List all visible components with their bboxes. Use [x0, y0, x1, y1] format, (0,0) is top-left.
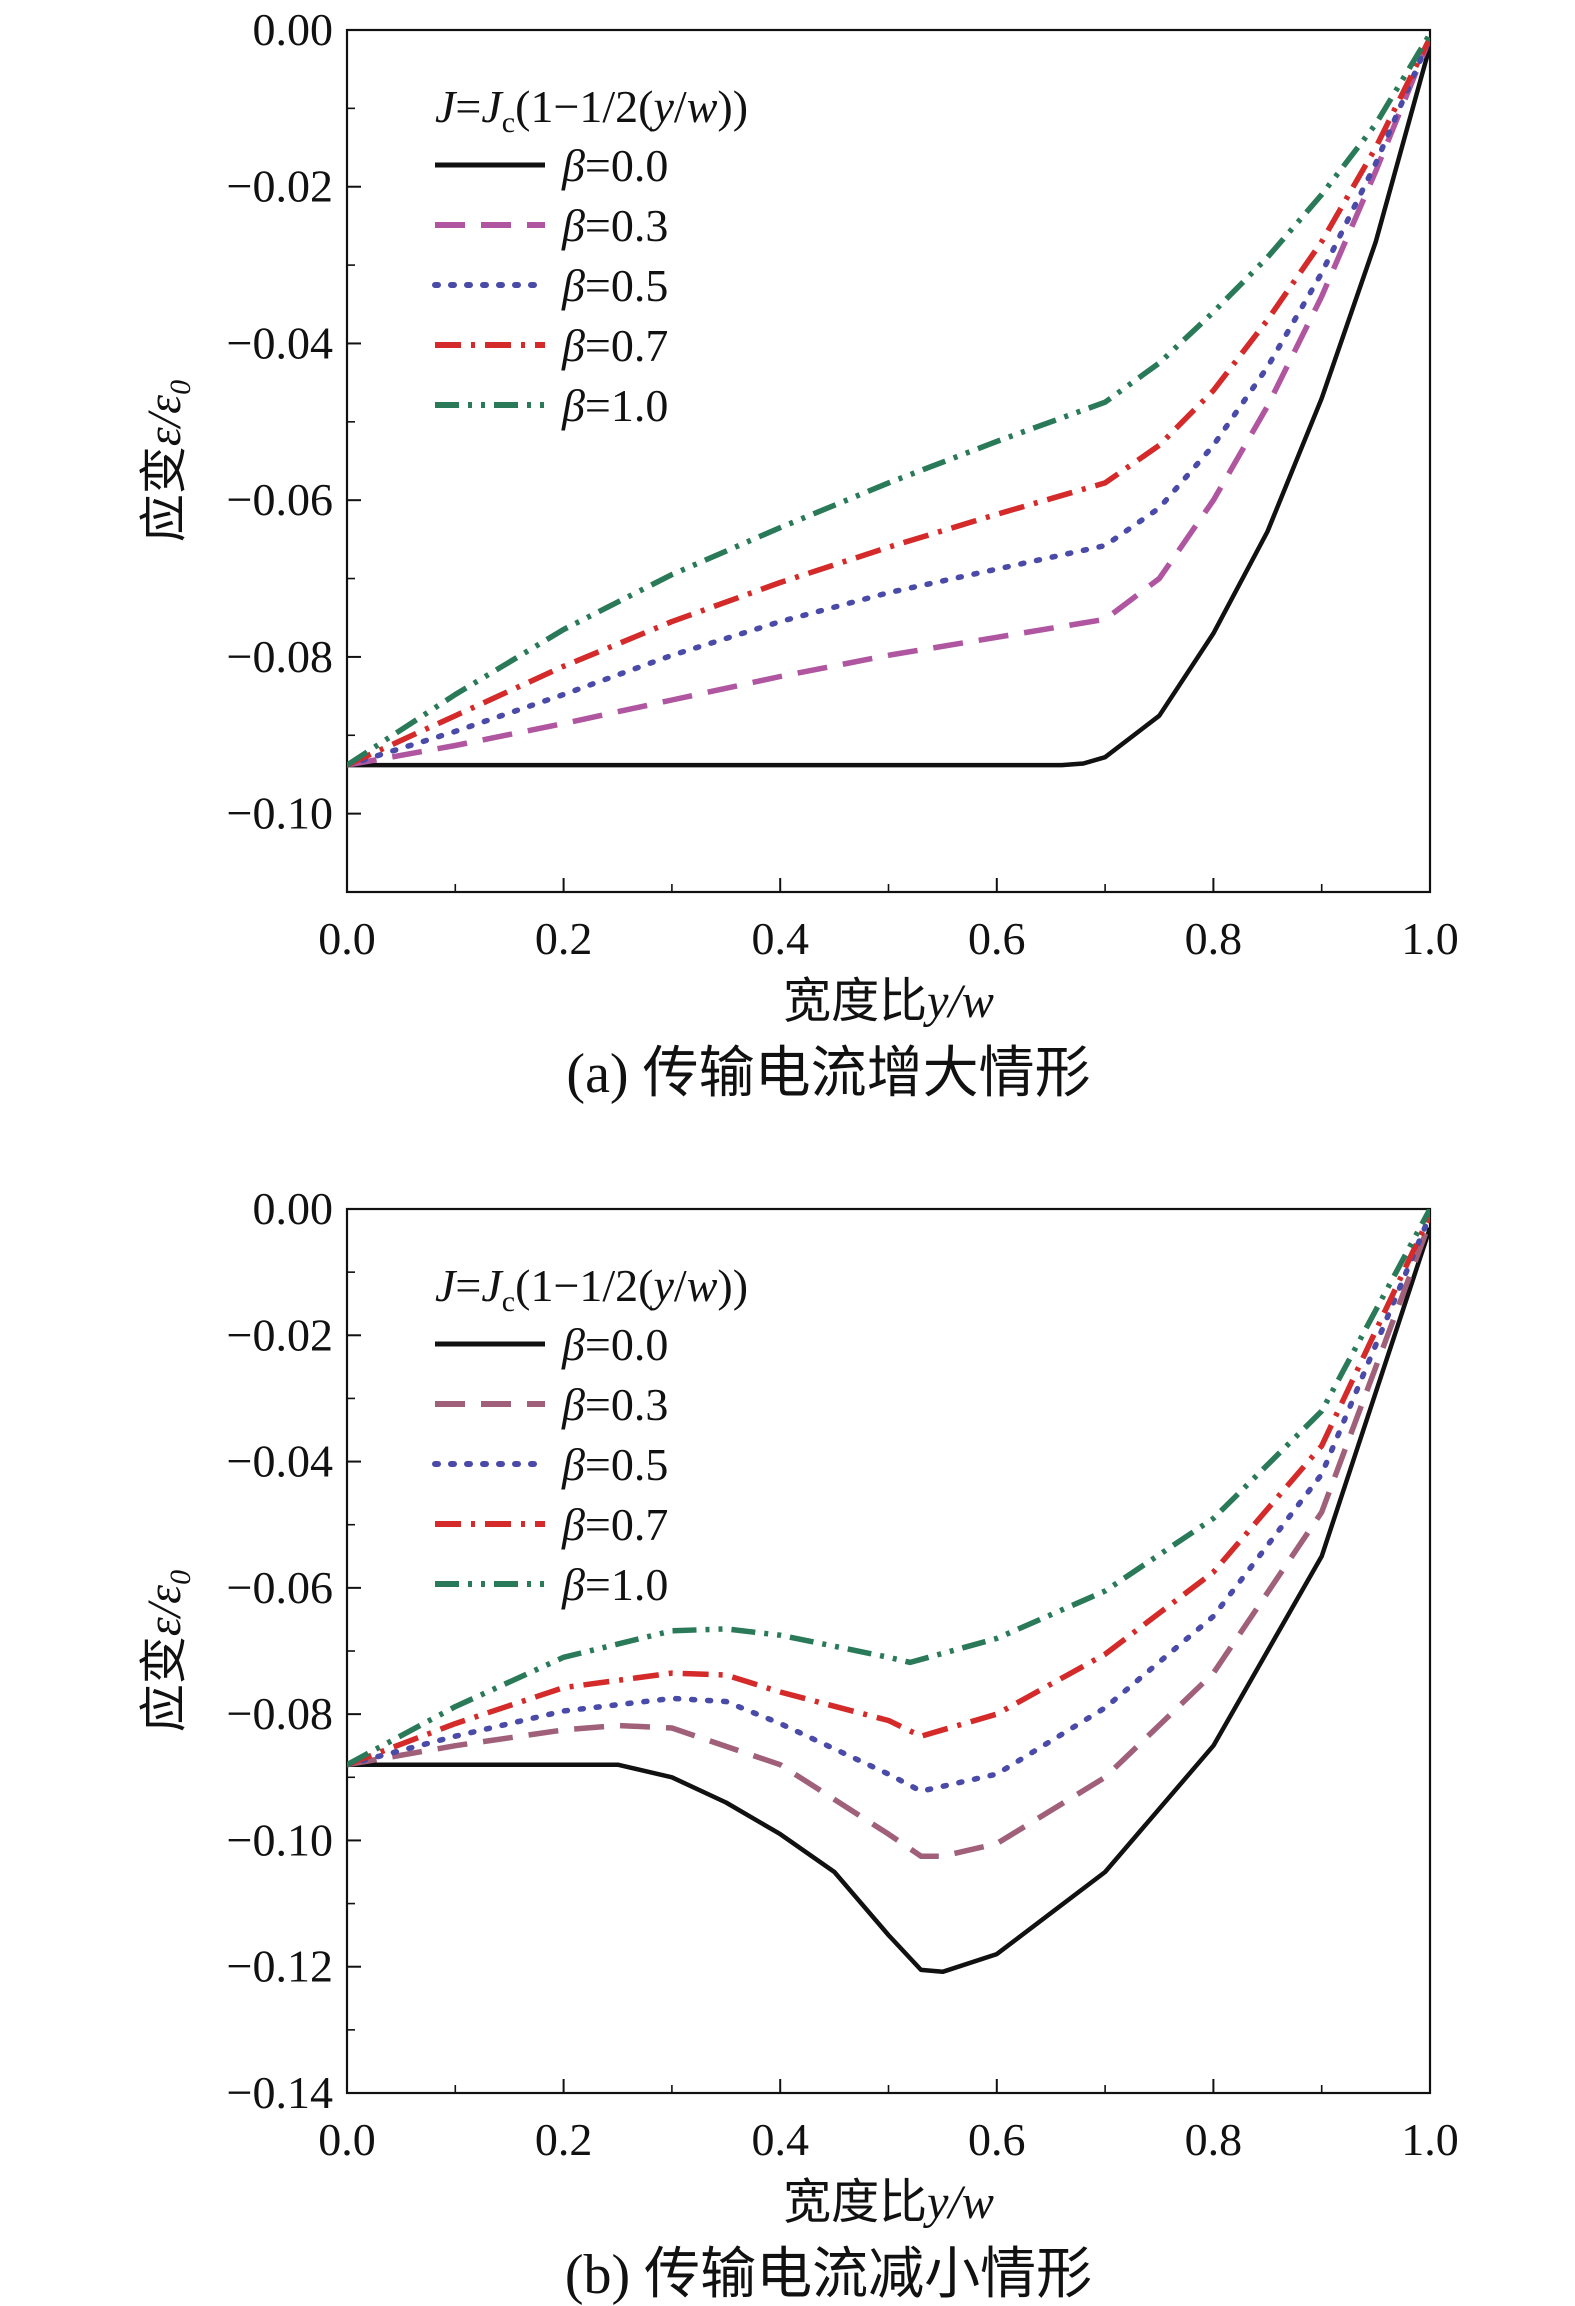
legend-label: β=0.7	[561, 1499, 668, 1550]
formula-annotation: J=Jc(1−1/2(y/w))	[435, 1260, 748, 1318]
x-tick-label: 0.8	[1185, 2114, 1243, 2165]
series-line-07	[347, 36, 1430, 768]
legend-label: β=1.0	[561, 1559, 668, 1610]
plot-frame	[345, 28, 1432, 894]
y-tick-label: 0.00	[253, 4, 334, 55]
y-tick-label: −0.10	[227, 1814, 333, 1865]
formula-annotation: J=Jc(1−1/2(y/w))	[435, 81, 748, 139]
y-tick-label: −0.08	[227, 1688, 333, 1739]
y-tick-label: −0.08	[227, 631, 333, 682]
series-line-00	[347, 45, 1430, 768]
legend: β=0.0 β=0.3 β=0.5 β=0.7 β=1.0	[432, 140, 668, 431]
legend: β=0.0 β=0.3 β=0.5 β=0.7 β=1.0	[432, 1319, 668, 1610]
x-tick-label: 0.8	[1185, 913, 1243, 964]
series-line-05	[347, 1212, 1430, 1794]
y-tick-label: −0.04	[227, 317, 333, 368]
x-tick-label: 0.2	[535, 913, 593, 964]
y-tick-label: −0.04	[227, 1436, 333, 1487]
y-tick-label: −0.12	[227, 1941, 333, 1992]
y-tick-label: −0.06	[227, 1562, 333, 1613]
y-axis-label: 应变ε/ε0	[138, 1570, 197, 1732]
series-group	[347, 1209, 1430, 1975]
y-axis-label: 应变ε/ε0	[138, 380, 197, 542]
series-line-10	[347, 32, 1430, 768]
x-tick-label: 0.4	[751, 913, 809, 964]
legend-label: β=0.3	[561, 200, 668, 251]
series-line-05	[347, 35, 1430, 768]
y-tick-label: −0.02	[227, 161, 333, 212]
legend-label: β=1.0	[561, 380, 668, 431]
x-tick-label: 1.0	[1401, 2114, 1459, 2165]
y-tick-label: 0.00	[253, 1183, 334, 1234]
legend-label: β=0.5	[561, 260, 668, 311]
series-group	[347, 32, 1430, 768]
series-line-03	[347, 1220, 1430, 1859]
x-tick-label: 0.4	[751, 2114, 809, 2165]
y-tick-label: −0.02	[227, 1309, 333, 1360]
series-line-00	[347, 1227, 1430, 1975]
series-line-10	[347, 1209, 1430, 1768]
y-tick-label: −0.06	[227, 474, 333, 525]
legend-label: β=0.3	[561, 1379, 668, 1430]
chart-panel-b: 0.0 0.2 0.4 0.6 0.8 1.0 0.00 −0.02 −0.04 −0.06 −0.…	[138, 1183, 1459, 2306]
legend-label: β=0.5	[561, 1439, 668, 1490]
legend-label: β=0.0	[561, 140, 668, 191]
legend-label: β=0.0	[561, 1319, 668, 1370]
x-axis-label: 宽度比y/w	[783, 975, 994, 1028]
x-axis-label: 宽度比y/w	[783, 2176, 994, 2229]
y-tick-label: −0.10	[227, 788, 333, 839]
x-tick-label: 0.2	[535, 2114, 593, 2165]
panel-caption: (a) 传输电流增大情形	[566, 1043, 1090, 1105]
x-tick-label: 0.0	[318, 2114, 376, 2165]
legend-label: β=0.7	[561, 320, 668, 371]
series-line-07	[347, 1214, 1430, 1768]
x-tick-label: 0.6	[968, 913, 1026, 964]
series-line-03	[347, 36, 1430, 768]
y-tick-label: −0.14	[227, 2067, 333, 2118]
panel-caption: (b) 传输电流减小情形	[565, 2244, 1092, 2306]
chart-panel-a: 0.0 0.2 0.4 0.6 0.8 1.0 0.00 −0.02 −0.04 −0.06 −0.…	[138, 4, 1459, 1105]
x-tick-label: 0.6	[968, 2114, 1026, 2165]
x-tick-label: 0.0	[318, 913, 376, 964]
x-tick-label: 1.0	[1401, 913, 1459, 964]
